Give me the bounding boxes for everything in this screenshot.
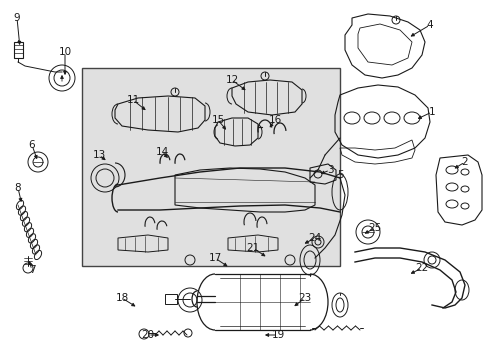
Bar: [14, 42, 23, 58]
Text: 17: 17: [208, 253, 221, 263]
Text: 3: 3: [326, 165, 333, 175]
Text: 13: 13: [92, 150, 105, 160]
Text: 4: 4: [426, 20, 432, 30]
Text: 21: 21: [246, 243, 259, 253]
Text: 20: 20: [141, 330, 154, 340]
Bar: [164, 294, 177, 304]
Text: 19: 19: [271, 330, 284, 340]
Text: 2: 2: [461, 157, 468, 167]
Text: 15: 15: [211, 115, 224, 125]
Text: 7: 7: [29, 265, 35, 275]
Text: 5: 5: [336, 170, 343, 180]
Text: 8: 8: [15, 183, 21, 193]
Text: 23: 23: [298, 293, 311, 303]
Text: 6: 6: [29, 140, 35, 150]
Text: 1: 1: [428, 107, 434, 117]
Text: 25: 25: [367, 223, 381, 233]
Bar: [82, 68, 339, 266]
Text: 24: 24: [308, 233, 321, 243]
Text: 10: 10: [59, 47, 71, 57]
Text: 22: 22: [414, 263, 428, 273]
Text: 11: 11: [126, 95, 140, 105]
Text: 18: 18: [115, 293, 128, 303]
Text: 9: 9: [14, 13, 20, 23]
Text: 14: 14: [155, 147, 168, 157]
Text: 12: 12: [225, 75, 238, 85]
Text: 16: 16: [268, 115, 281, 125]
